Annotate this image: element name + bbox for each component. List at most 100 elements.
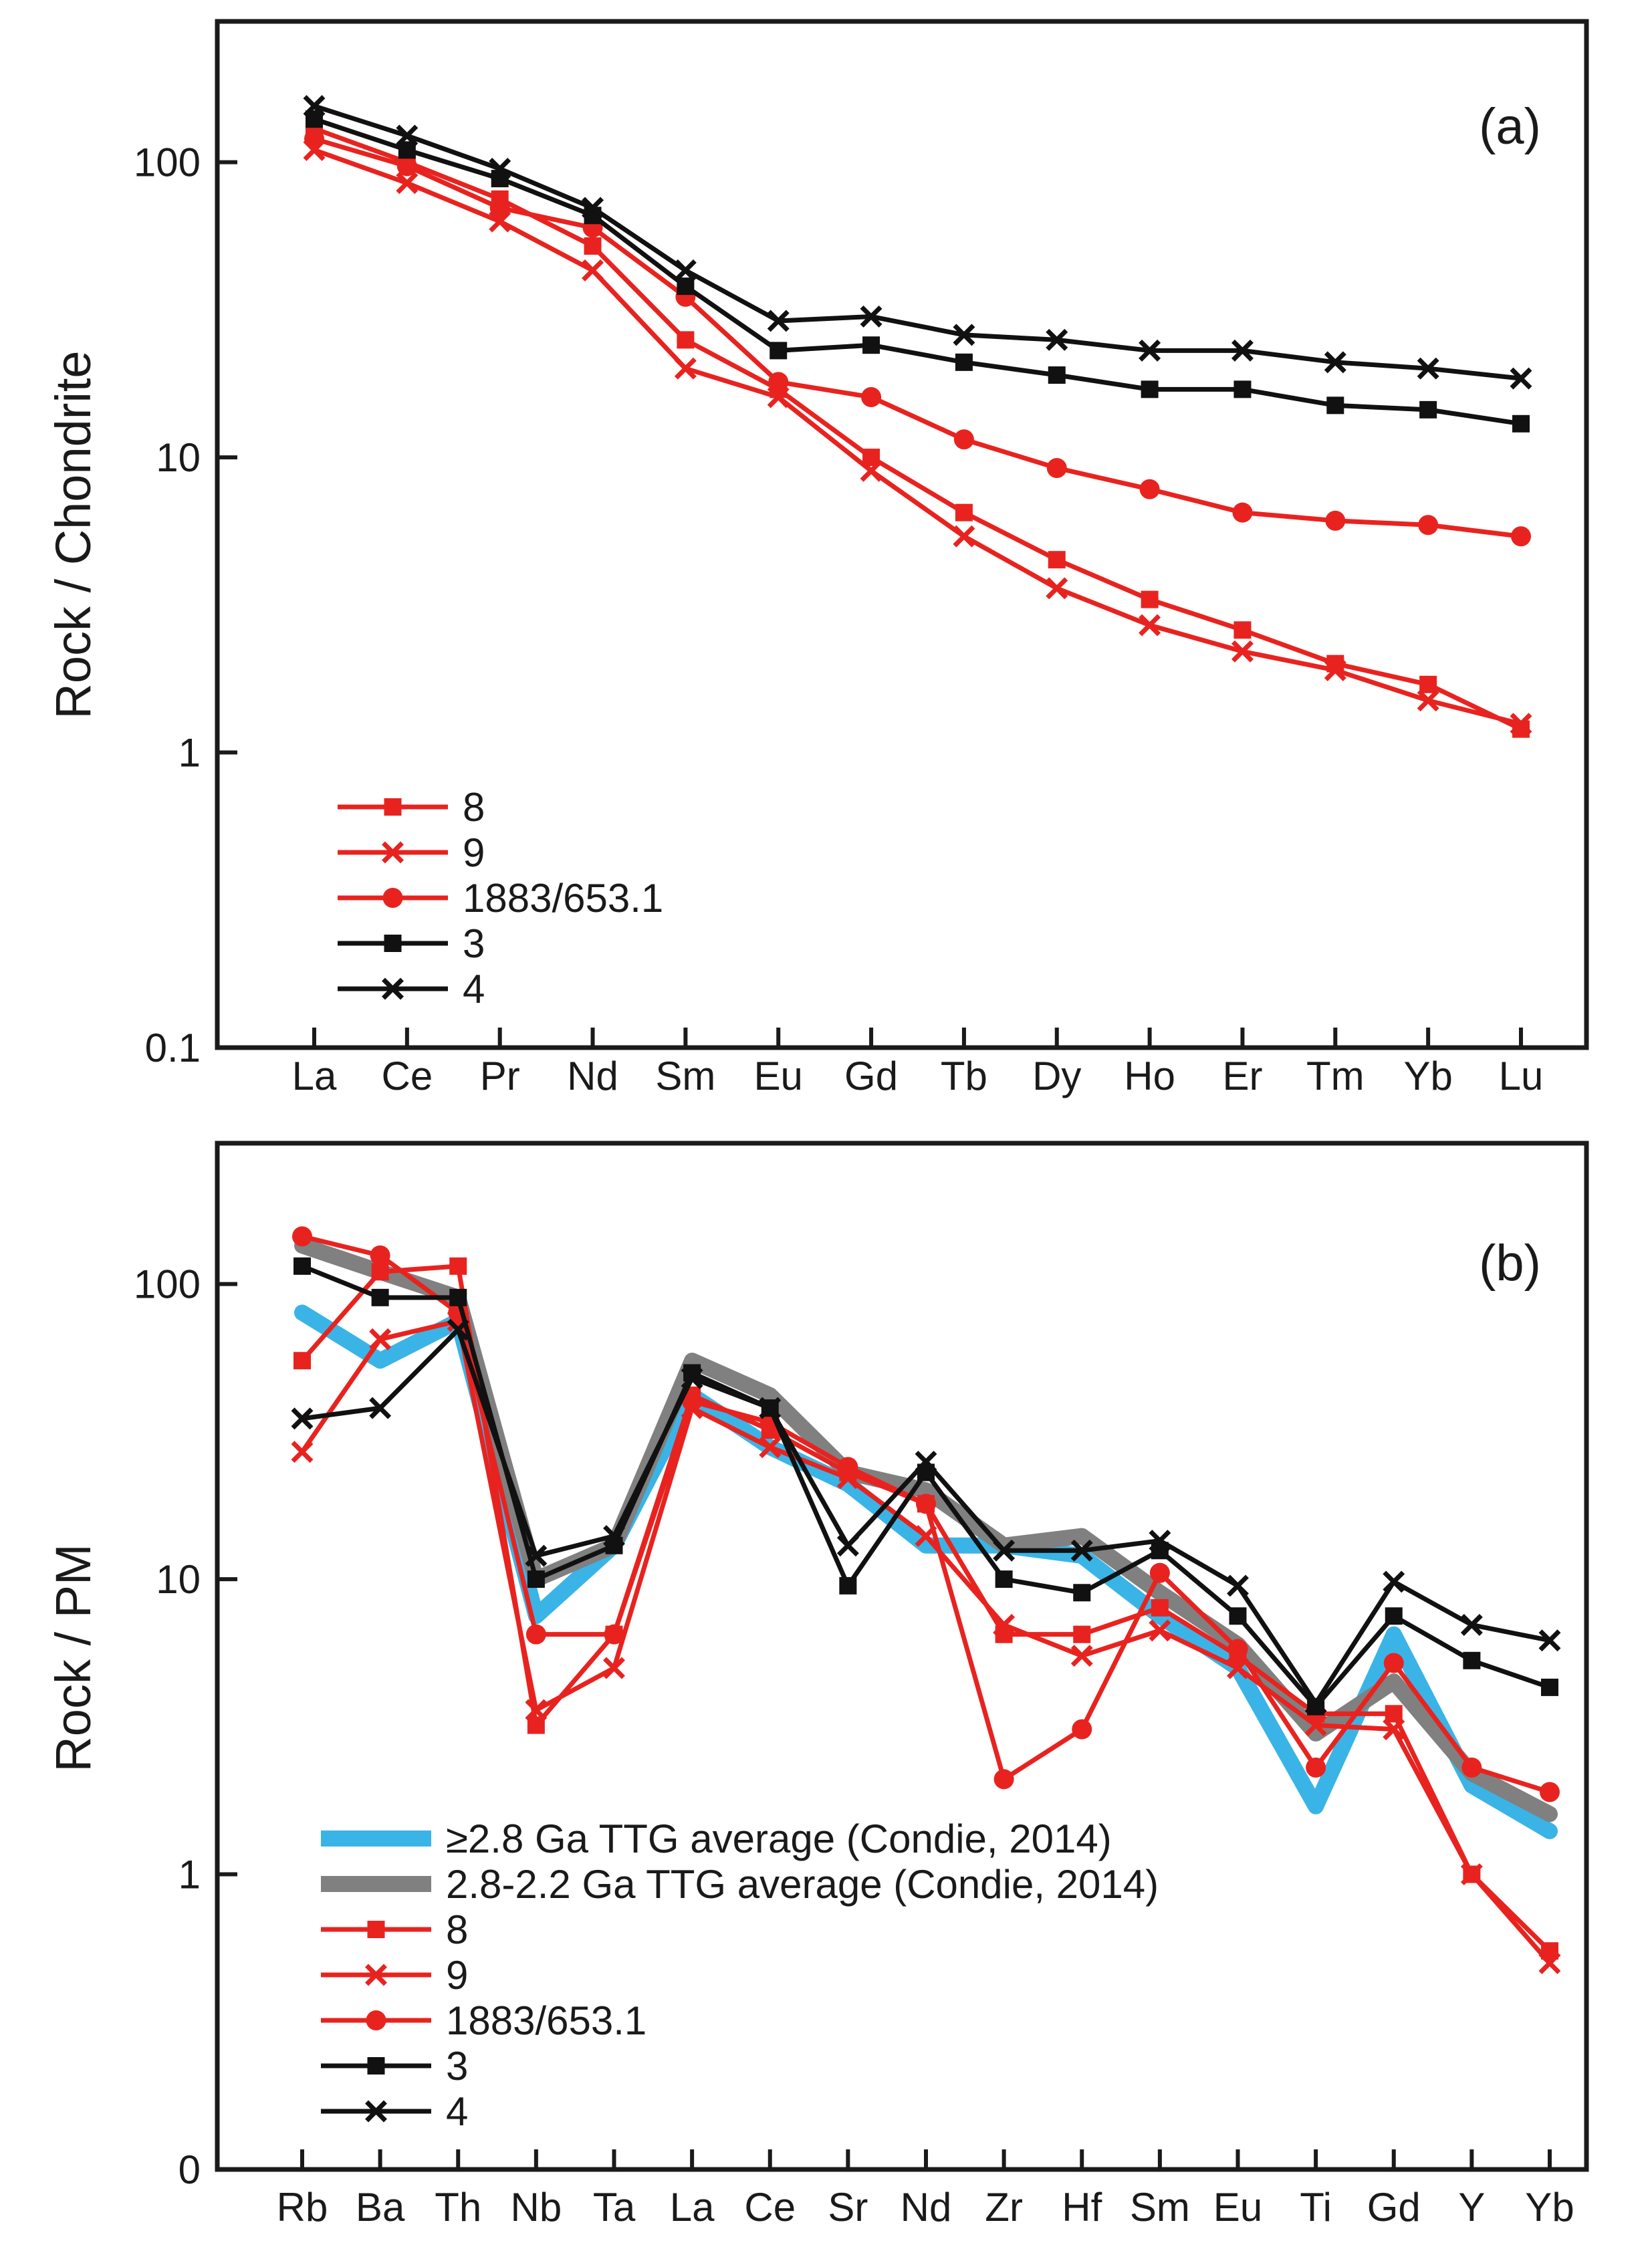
point-1883-653-1-eu [768,372,789,392]
y-tick-label: 100 [134,1262,201,1307]
y-tick-label: 1 [179,1853,201,1897]
legend-label: 4 [446,2089,468,2134]
point-3-gd [862,336,880,354]
x-marker-stroke [993,1539,1016,1562]
x-marker-stroke [1460,1863,1483,1886]
x-marker-stroke [1383,1718,1405,1741]
point-9-rb [291,1441,314,1463]
point-9-nd [582,259,604,281]
series-1883-653-1 [292,1226,1560,1802]
point-4-y [1460,1613,1483,1636]
point-4-yb [1417,357,1439,380]
x-marker-stroke [674,259,697,281]
point-8-hf [1073,1625,1091,1643]
point-3-tb [955,353,973,371]
point-3-dy [1048,366,1066,384]
point-1883-653-1-pr [489,198,510,219]
point-3-th [449,1288,467,1306]
x-marker-stroke [767,310,790,332]
point-4-nd [582,197,604,219]
point-8-rb [293,1352,311,1370]
legend-label: ≥2.8 Ga TTG average (Condie, 2014) [446,1816,1112,1861]
x-tick-label-er: Er [1222,1054,1262,1098]
point-1883-653-1-hf [1072,1719,1092,1740]
point-1883-653-1-tb [953,429,974,450]
legend-item-9: 9 [338,830,485,875]
point-4-sm [1149,1530,1171,1552]
point-9-ce [759,1436,782,1459]
x-tick-label-sr: Sr [828,2185,868,2230]
legend-item-3: 3 [321,2044,468,2089]
x-tick-label-eu: Eu [1213,2185,1262,2230]
point-8-sm [1151,1599,1169,1617]
legend-item-8: 8 [338,785,485,830]
point-3-sm [677,277,695,295]
point-4-ta [603,1525,625,1548]
point-4-gd [860,305,882,328]
legend-label: 3 [463,921,485,966]
y-tick-label: 0 [179,2147,201,2192]
legend-item-4: 4 [321,2089,468,2134]
legend-item-1883-653-1: 1883/653.1 [338,876,663,921]
point-3-gd [1385,1607,1403,1625]
x-marker-stroke [681,1367,703,1389]
point-4-rb [291,1407,314,1430]
point-9-gd [860,459,882,482]
series-line-1883-653-1 [314,136,1522,539]
point-9-zr [993,1613,1016,1636]
x-marker-stroke [953,525,975,548]
x-marker-stroke [1149,1530,1171,1552]
point-1883-653-1-lu [1511,526,1531,547]
x-marker-stroke [603,1657,625,1679]
x-marker-stroke [1046,577,1068,600]
point-3-er [1233,380,1252,398]
x-tick-label-rb: Rb [277,2185,328,2230]
legend-label: 8 [446,1907,468,1952]
point-4-la [303,95,326,118]
legend-marker [382,888,403,908]
point-3-eu [770,342,788,360]
y-tick-label: 1 [179,731,201,776]
point-8-nd [584,237,602,255]
point-1883-653-1-yb [1540,1782,1560,1802]
point-1883-653-1-sm [1149,1562,1170,1583]
x-marker-stroke [382,841,404,864]
x-marker-stroke [1460,1613,1483,1636]
x-marker-stroke [291,1441,314,1463]
point-9-tm [1324,659,1346,681]
x-marker-stroke [674,357,697,380]
x-marker-stroke [582,197,604,219]
point-4-ba [369,1397,392,1419]
legend-item-8: 8 [321,1907,468,1952]
point-1883-653-1-ti [1306,1757,1326,1778]
legend-marker [367,1921,385,1938]
point-9-yb [1538,1951,1561,1974]
x-marker-stroke [291,1407,314,1430]
x-tick-label-ce: Ce [381,1054,433,1098]
x-marker-stroke [369,1328,392,1350]
series-1883-653-1 [304,128,1531,547]
point-4-pr [489,157,511,180]
x-marker-stroke [365,1964,387,1986]
x-marker-stroke [1538,1629,1561,1652]
x-tick-label-gd: Gd [844,1054,898,1098]
point-3-sr [839,1576,857,1594]
point-4-sr [836,1534,859,1557]
point-1883-653-1-er [1232,502,1253,523]
point-1883-653-1-nb [525,1624,546,1645]
panel-b-label: (b) [1479,1235,1541,1292]
x-marker-stroke [365,2100,387,2123]
x-tick-label-tb: Tb [941,1054,987,1098]
series-line-9 [313,148,1522,727]
point-1883-653-1-ce [396,156,417,176]
y-tick-label: 10 [156,435,201,480]
x-marker-stroke [1383,1570,1405,1593]
point-4-ce [396,124,419,147]
x-marker-stroke [1070,1539,1093,1562]
x-marker-stroke [759,1397,782,1419]
series-line-3 [313,116,1522,427]
point-4-la [681,1367,703,1389]
y-tick-label: 0.1 [145,1026,201,1070]
